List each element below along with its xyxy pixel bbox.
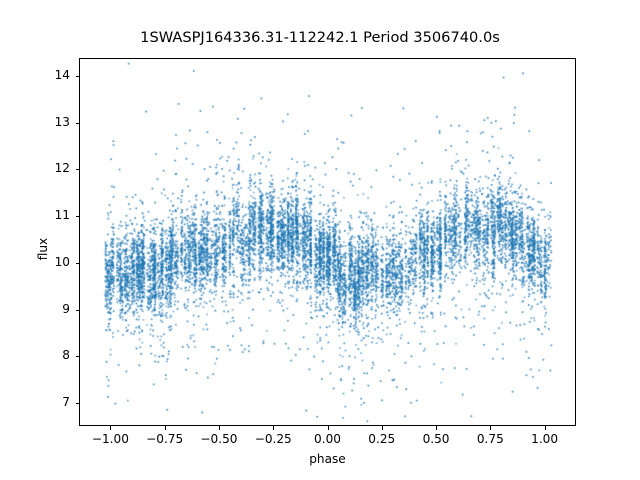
y-tick-label: 7 <box>62 395 70 410</box>
y-tick-label: 11 <box>54 208 70 223</box>
plot-area <box>79 58 576 426</box>
x-tick-mark <box>436 426 438 430</box>
x-tick-mark <box>273 426 275 430</box>
y-tick-label: 10 <box>54 254 70 269</box>
y-tick-label: 14 <box>54 67 70 82</box>
x-tick-label: 0.00 <box>314 432 341 446</box>
x-tick-label: −0.75 <box>146 432 184 446</box>
y-tick-label: 9 <box>62 301 70 316</box>
y-tick-mark <box>75 169 79 171</box>
x-tick-label: 0.75 <box>476 432 504 446</box>
x-tick-mark <box>164 426 166 430</box>
x-tick-mark <box>327 426 329 430</box>
x-tick-mark <box>218 426 220 430</box>
y-tick-mark <box>75 356 79 358</box>
y-tick-label: 13 <box>54 114 70 129</box>
y-tick-mark <box>75 309 79 311</box>
y-tick-mark <box>75 122 79 124</box>
y-tick-mark <box>75 403 79 405</box>
page-title: 1SWASPJ164336.31-112242.1 Period 3506740… <box>140 29 500 46</box>
x-tick-label: 1.00 <box>531 432 559 446</box>
x-tick-label: −0.25 <box>254 432 292 446</box>
x-tick-label: −0.50 <box>200 432 238 446</box>
x-tick-mark <box>490 426 492 430</box>
y-tick-label: 8 <box>62 348 70 363</box>
x-tick-label: 0.50 <box>422 432 450 446</box>
x-tick-mark <box>381 426 383 430</box>
x-tick-mark <box>110 426 112 430</box>
scatter-points-layer <box>80 59 575 425</box>
x-tick-label: −1.00 <box>91 432 129 446</box>
x-tick-label: 0.25 <box>368 432 396 446</box>
y-tick-label: 12 <box>54 161 70 176</box>
x-tick-mark <box>544 426 546 430</box>
y-tick-mark <box>75 216 79 218</box>
y-tick-mark <box>75 75 79 77</box>
y-tick-mark <box>75 262 79 264</box>
y-axis-label: flux <box>36 237 50 261</box>
x-axis-label: phase <box>309 452 346 466</box>
